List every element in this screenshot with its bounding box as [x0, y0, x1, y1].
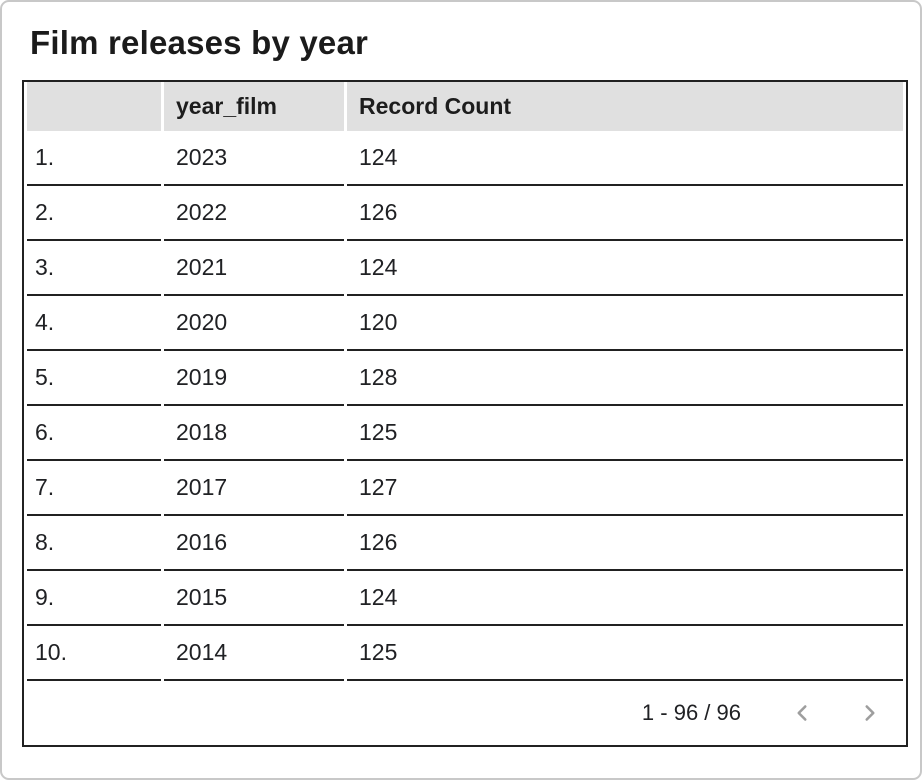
data-table: year_film Record Count 1. 2023 124 2. 20…: [24, 82, 906, 745]
row-number-cell: 10.: [27, 626, 161, 681]
record-count-cell: 126: [347, 186, 903, 241]
chevron-right-icon: [857, 700, 883, 726]
year-film-cell: 2021: [164, 241, 344, 296]
row-number-cell: 9.: [27, 571, 161, 626]
table-header-row: year_film Record Count: [27, 82, 903, 131]
table-row: 9. 2015 124: [27, 571, 903, 626]
table-row: 7. 2017 127: [27, 461, 903, 516]
year-film-cell: 2014: [164, 626, 344, 681]
table-row: 4. 2020 120: [27, 296, 903, 351]
row-number-cell: 8.: [27, 516, 161, 571]
record-count-cell: 126: [347, 516, 903, 571]
row-number-cell: 4.: [27, 296, 161, 351]
record-count-cell: 127: [347, 461, 903, 516]
table-row: 3. 2021 124: [27, 241, 903, 296]
row-number-cell: 7.: [27, 461, 161, 516]
record-count-cell: 125: [347, 626, 903, 681]
table-row: 8. 2016 126: [27, 516, 903, 571]
year-film-cell: 2018: [164, 406, 344, 461]
year-film-cell: 2020: [164, 296, 344, 351]
column-header-row-number: [27, 82, 161, 131]
year-film-cell: 2023: [164, 131, 344, 186]
table-row: 1. 2023 124: [27, 131, 903, 186]
table-footer-row: 1 - 96 / 96: [27, 681, 903, 745]
record-count-cell: 120: [347, 296, 903, 351]
row-number-cell: 5.: [27, 351, 161, 406]
record-count-cell: 124: [347, 571, 903, 626]
record-count-cell: 128: [347, 351, 903, 406]
table-row: 5. 2019 128: [27, 351, 903, 406]
year-film-cell: 2015: [164, 571, 344, 626]
row-number-cell: 3.: [27, 241, 161, 296]
next-page-button[interactable]: [857, 700, 883, 726]
pagination-range-label: 1 - 96 / 96: [641, 700, 741, 725]
year-film-cell: 2019: [164, 351, 344, 406]
column-header-record-count[interactable]: Record Count: [347, 82, 903, 131]
table-row: 6. 2018 125: [27, 406, 903, 461]
page-title: Film releases by year: [30, 24, 369, 61]
row-number-cell: 2.: [27, 186, 161, 241]
chevron-left-icon: [789, 700, 815, 726]
pagination: 1 - 96 / 96: [27, 700, 903, 726]
table-row: 2. 2022 126: [27, 186, 903, 241]
year-film-cell: 2022: [164, 186, 344, 241]
record-count-cell: 124: [347, 241, 903, 296]
row-number-cell: 1.: [27, 131, 161, 186]
record-count-cell: 125: [347, 406, 903, 461]
table-body: 1. 2023 124 2. 2022 126 3. 2021 124 4. 2…: [27, 131, 903, 681]
column-header-year-film[interactable]: year_film: [164, 82, 344, 131]
record-count-cell: 124: [347, 131, 903, 186]
row-number-cell: 6.: [27, 406, 161, 461]
year-film-cell: 2016: [164, 516, 344, 571]
table-row: 10. 2014 125: [27, 626, 903, 681]
data-table-container: year_film Record Count 1. 2023 124 2. 20…: [22, 80, 908, 747]
year-film-cell: 2017: [164, 461, 344, 516]
previous-page-button[interactable]: [789, 700, 815, 726]
